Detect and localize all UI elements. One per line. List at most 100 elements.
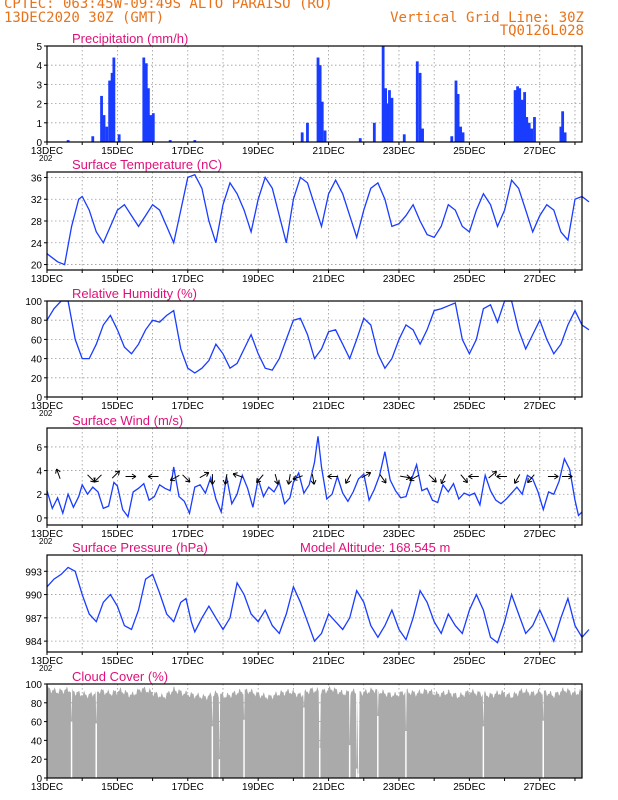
y-tick-label: 990 (25, 591, 42, 602)
grid-note: Vertical Grid Line: 30Z (390, 10, 584, 26)
wind-arrow-shaft (409, 474, 419, 481)
y-tick-label: 987 (25, 614, 42, 625)
temp-title: Surface Temperature (nC) (72, 157, 222, 172)
x-tick-label: 25DEC (453, 529, 485, 540)
y-tick-label: 2 (36, 490, 42, 501)
wind-arrow (527, 474, 535, 484)
wind-panel (44, 427, 583, 528)
precip-bar (456, 94, 460, 142)
precip-bar (358, 138, 362, 142)
rh-title: Relative Humidity (%) (72, 286, 197, 301)
wind-arrow-head (345, 478, 351, 484)
y-tick-label: 0 (36, 774, 42, 785)
x-year-stub: 202 (39, 537, 53, 546)
x-tick-label: 27DEC (524, 401, 556, 412)
wind-arrow-head (131, 473, 137, 480)
y-tick-label: 0 (36, 393, 42, 404)
precip-bar (193, 140, 197, 142)
precip-bar (306, 122, 309, 142)
precip-bar (108, 80, 112, 142)
precip-bar (144, 63, 148, 142)
precip-bar (516, 86, 519, 142)
precip-bar (110, 72, 114, 142)
x-tick-label: 15DEC (101, 401, 133, 412)
cloud-frame (46, 683, 583, 779)
pressure-panel (44, 554, 590, 655)
x-tick-label: 23DEC (383, 401, 415, 412)
wind-arrow (345, 474, 352, 484)
wind-arrow (400, 474, 411, 481)
rh-frame (46, 300, 583, 398)
precip-bar (318, 65, 322, 142)
x-tick-label: 21DEC (312, 146, 344, 157)
y-tick-label: 60 (31, 335, 43, 346)
precip-bar (415, 61, 419, 142)
x-tick-label: 27DEC (524, 529, 556, 540)
precip-bar (454, 80, 458, 142)
y-tick-label: 20 (31, 755, 43, 766)
wind-arrow-head (381, 478, 387, 484)
precip-bar (388, 90, 391, 142)
wind-arrow (409, 474, 419, 482)
wind-arrow-shaft (182, 474, 191, 483)
x-tick-label: 15DEC (101, 529, 133, 540)
precip-bar (513, 90, 517, 142)
x-year-stub: 202 (39, 409, 53, 418)
y-tick-label: 80 (31, 699, 43, 710)
precip-bar (146, 88, 150, 142)
precip-bar (563, 132, 567, 142)
wind-arrow (496, 473, 507, 480)
x-tick-label: 15DEC (101, 656, 133, 667)
x-year-stub: 202 (39, 664, 53, 673)
wind-arrow (310, 474, 317, 485)
temp-line (46, 173, 590, 266)
wind-arrow-shaft (56, 468, 61, 479)
wind-arrow-head (93, 477, 99, 483)
y-tick-label: 4 (36, 61, 42, 72)
wind-arrow-head (292, 475, 298, 481)
x-tick-label: 25DEC (453, 782, 485, 793)
wind-arrow-head (232, 472, 238, 478)
precip-bar (418, 72, 422, 142)
y-tick-label: 28 (31, 217, 43, 228)
wind-frame (46, 427, 583, 526)
precip-bar (381, 46, 385, 142)
wind-arrow-head (568, 473, 573, 480)
wind-arrow-head (310, 479, 317, 485)
precip-bar (168, 140, 172, 142)
x-tick-label: 21DEC (312, 656, 344, 667)
precip-title: Precipitation (mm/h) (72, 31, 188, 46)
wind-line (46, 436, 583, 519)
y-tick-label: 6 (36, 443, 42, 454)
precip-bar (421, 128, 424, 142)
x-tick-label: 25DEC (453, 274, 485, 285)
wind-arrow (93, 474, 102, 483)
precip-bar (559, 126, 563, 142)
x-tick-label: 27DEC (524, 656, 556, 667)
wind-arrow (147, 473, 159, 480)
wind-arrow-shaft (400, 475, 411, 479)
y-tick-label: 60 (31, 718, 43, 729)
y-tick-label: 80 (31, 316, 43, 327)
wind-arrow-shaft (527, 474, 535, 483)
wind-arrow-shaft (428, 474, 437, 483)
wind-arrow (468, 473, 479, 480)
x-tick-label: 17DEC (172, 146, 204, 157)
x-tick-label: 21DEC (312, 401, 344, 412)
wind-arrow-head (365, 471, 372, 477)
wind-arrow-head (462, 477, 468, 484)
y-tick-label: 20 (31, 261, 43, 272)
wind-arrow-head (209, 480, 216, 485)
wind-arrow (199, 471, 210, 479)
x-tick-label: 13DEC (31, 782, 63, 793)
wind-arrow-head (286, 479, 293, 485)
model-code: TQ0126L028 (499, 23, 584, 39)
wind-arrow-shaft (514, 474, 521, 484)
x-tick-label: 25DEC (453, 146, 485, 157)
wind-arrow (169, 474, 180, 482)
x-tick-label: 25DEC (453, 656, 485, 667)
x-tick-label: 13DEC (31, 401, 63, 412)
wind-arrow-shaft (292, 475, 303, 480)
x-tick-label: 19DEC (242, 656, 274, 667)
wind-arrow-shaft (311, 474, 315, 485)
